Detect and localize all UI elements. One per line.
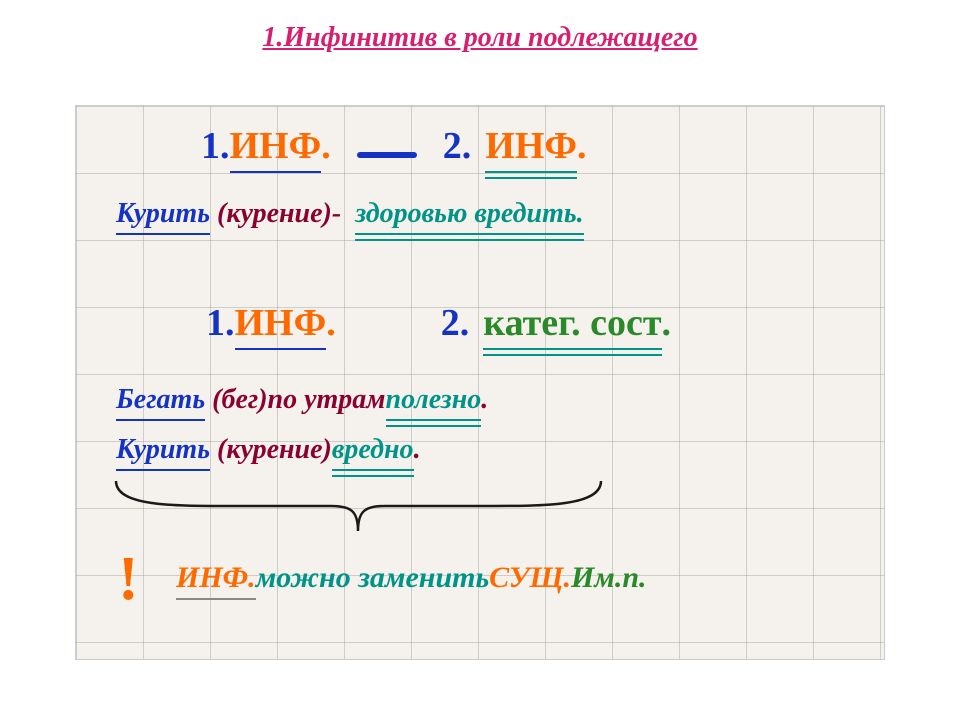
dot: .	[481, 384, 488, 416]
text: полезно	[386, 384, 482, 415]
example-row-3: Курить (курение) вредно .	[76, 434, 884, 466]
space	[210, 434, 217, 466]
mid-text: можно заменить	[256, 561, 489, 595]
number-2: 2.	[443, 124, 472, 168]
paren-noun: (курение)	[217, 434, 332, 466]
noun-word: СУЩ.	[489, 561, 571, 595]
predicate-underline-1	[483, 348, 661, 350]
note-row: ИНФ. можно заменить СУЩ. Им.п .	[76, 561, 884, 595]
pattern-row-2: 1. ИНФ . 2. катег. сост .	[76, 301, 884, 345]
content-panel: 1. ИНФ . 2. ИНФ . Курить (курение) - здо…	[75, 105, 885, 660]
number-1: 1.	[201, 124, 230, 168]
text: катег. сост	[483, 302, 661, 344]
text: ИНФ.	[176, 561, 256, 594]
subject-underline	[230, 171, 322, 173]
number-1: 1.	[206, 301, 235, 345]
predicate-underline-1	[485, 171, 577, 173]
dot: .	[414, 434, 421, 466]
dash-text: -	[332, 198, 341, 230]
predicate-underline-2	[485, 177, 577, 179]
predicate-underline-2	[355, 239, 583, 241]
predicate-word: вредно	[332, 434, 414, 466]
case-text: Им.п	[571, 561, 639, 595]
subject-underline	[116, 419, 205, 421]
inf-word: ИНФ.	[176, 561, 256, 595]
example-row-2: Бегать (бег) по утрам полезно .	[76, 384, 884, 416]
kateg-sost: катег. сост	[483, 301, 661, 345]
text: здоровью вредить.	[355, 198, 583, 229]
predicate-phrase: здоровью вредить.	[355, 198, 583, 230]
predicate-underline-1	[355, 233, 583, 235]
text: Бегать	[116, 384, 205, 415]
inf-label: ИНФ	[230, 125, 322, 167]
subject-word: Бегать	[116, 384, 205, 416]
mid-text: по утрам	[268, 384, 386, 416]
inf-predicate: ИНФ	[485, 124, 577, 168]
inf-label: ИНФ	[235, 302, 327, 344]
subject-underline	[116, 469, 210, 471]
predicate-underline-1	[386, 419, 482, 421]
dot: .	[662, 301, 672, 345]
inf-subject: ИНФ	[235, 301, 327, 345]
predicate-underline-1	[332, 469, 414, 471]
predicate-underline-2	[386, 425, 482, 427]
example-row-1: Курить (курение) - здоровью вредить.	[76, 198, 884, 230]
subject-underline	[235, 348, 327, 350]
space	[210, 198, 217, 230]
subject-word: Курить	[116, 198, 210, 230]
predicate-underline-2	[483, 354, 661, 356]
page-title: 1.Инфинитив в роли подлежащего	[262, 22, 697, 54]
subject-underline	[116, 233, 210, 235]
text: Курить	[116, 198, 210, 229]
inf-subject: ИНФ	[230, 124, 322, 168]
space	[205, 384, 212, 416]
underline-gray	[176, 598, 256, 600]
dot: .	[321, 124, 331, 168]
paren-noun: (бег)	[212, 384, 267, 416]
text: вредно	[332, 434, 414, 465]
brace-icon	[111, 476, 606, 536]
dot: .	[577, 124, 587, 168]
predicate-word: полезно	[386, 384, 482, 416]
inf-label: ИНФ	[485, 125, 577, 167]
paren-noun: (курение)	[217, 198, 332, 230]
dash-connector	[357, 152, 417, 158]
text: Курить	[116, 434, 210, 465]
pattern-row-1: 1. ИНФ . 2. ИНФ .	[76, 124, 884, 168]
subject-word: Курить	[116, 434, 210, 466]
dot: .	[639, 561, 647, 595]
dot: .	[326, 301, 336, 345]
number-2: 2.	[441, 301, 470, 345]
